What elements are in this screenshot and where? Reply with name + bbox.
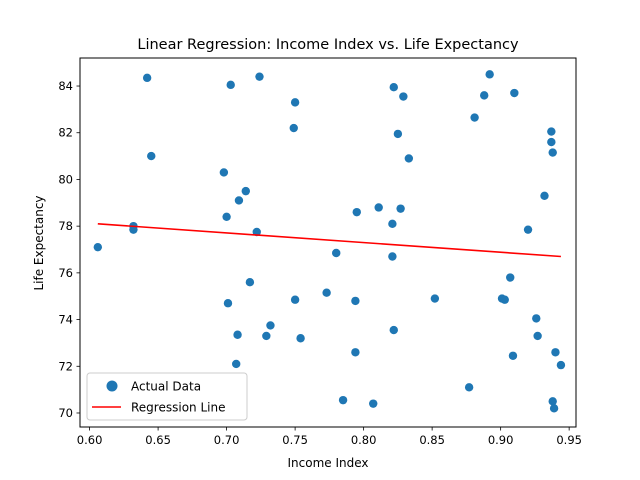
data-point-23: [332, 248, 341, 258]
data-point-20: [290, 295, 300, 304]
x-tick-label: 0.90: [488, 433, 514, 447]
y-tick-label: 70: [58, 406, 73, 420]
data-point-28: [369, 399, 378, 408]
data-point-2: [129, 225, 138, 234]
y-tick-label: 76: [58, 266, 73, 280]
data-point-6: [222, 212, 231, 222]
data-point-47: [510, 88, 519, 98]
data-point-46: [508, 351, 518, 360]
data-point-7: [223, 299, 233, 308]
y-tick-label: 80: [58, 172, 73, 186]
y-tick-label: 82: [58, 126, 73, 140]
data-point-15: [255, 72, 264, 81]
data-point-52: [547, 127, 556, 136]
chart-title: Linear Regression: Income Index vs. Life…: [137, 37, 519, 53]
data-point-24: [338, 395, 348, 405]
data-point-30: [388, 219, 397, 229]
data-point-5: [219, 168, 229, 177]
data-point-8: [226, 80, 235, 90]
legend-label-regression-line: Regression Line: [131, 401, 225, 415]
data-point-3: [142, 73, 152, 83]
legend-marker-actual-data: [106, 380, 118, 392]
regression-line: [97, 223, 561, 258]
data-point-4: [147, 151, 156, 161]
data-point-58: [556, 360, 566, 370]
data-point-50: [533, 331, 542, 341]
data-point-29: [374, 203, 383, 212]
data-point-0: [93, 242, 103, 252]
y-tick-label: 84: [58, 79, 73, 93]
data-point-21: [296, 334, 305, 343]
data-point-12: [241, 186, 250, 196]
data-point-10: [233, 330, 242, 339]
data-point-26: [351, 296, 360, 306]
y-tick-label: 74: [58, 313, 73, 327]
data-point-51: [540, 191, 549, 200]
data-point-55: [548, 397, 557, 406]
scatter-points: [93, 70, 566, 413]
x-tick-label: 0.85: [419, 433, 445, 447]
data-point-25: [351, 348, 360, 357]
data-point-9: [232, 359, 241, 369]
data-point-56: [549, 404, 559, 413]
data-point-33: [389, 325, 398, 335]
data-point-57: [551, 348, 560, 357]
data-point-32: [389, 82, 398, 92]
data-point-37: [404, 154, 414, 163]
plot-area: [80, 58, 576, 427]
x-tick-label: 0.70: [214, 433, 240, 447]
data-point-45: [506, 273, 515, 282]
y-tick-label: 78: [58, 219, 73, 233]
legend-label-actual-data: Actual Data: [131, 380, 201, 394]
data-point-40: [470, 113, 479, 122]
data-point-22: [322, 288, 331, 297]
data-point-35: [396, 204, 405, 213]
data-point-17: [266, 321, 275, 330]
data-point-42: [485, 70, 494, 79]
x-tick-label: 0.65: [145, 433, 171, 447]
regression-line-layer: [97, 223, 561, 258]
data-point-31: [388, 252, 397, 261]
x-tick-label: 0.95: [556, 433, 582, 447]
data-point-53: [547, 137, 556, 147]
data-point-18: [289, 123, 298, 133]
x-axis-label: Income Index: [287, 456, 368, 470]
x-axis-ticks: 0.60 0.65 0.70 0.75 0.80 0.85 0.90 0.95: [77, 427, 582, 447]
data-point-11: [234, 196, 244, 205]
data-point-16: [262, 331, 271, 341]
data-point-48: [523, 225, 533, 234]
y-tick-label: 72: [58, 359, 73, 373]
legend: Actual Data Regression Line: [86, 372, 248, 421]
data-point-34: [393, 129, 403, 139]
legend-box: [86, 372, 248, 421]
data-point-13: [245, 278, 255, 287]
data-point-39: [464, 383, 474, 392]
data-point-49: [532, 314, 541, 323]
data-point-19: [290, 98, 300, 107]
x-tick-label: 0.80: [351, 433, 377, 447]
y-axis-ticks: 70 72 74 76 78 80 82 84: [58, 79, 80, 420]
data-point-36: [399, 92, 408, 101]
data-point-38: [430, 294, 440, 303]
y-axis-label: Life Expectancy: [32, 195, 46, 290]
x-tick-label: 0.60: [77, 433, 103, 447]
data-point-41: [480, 91, 489, 100]
plot-frame: [79, 57, 577, 428]
data-point-27: [352, 207, 361, 217]
data-point-44: [500, 295, 509, 304]
x-tick-label: 0.75: [282, 433, 308, 447]
data-point-54: [548, 148, 557, 157]
